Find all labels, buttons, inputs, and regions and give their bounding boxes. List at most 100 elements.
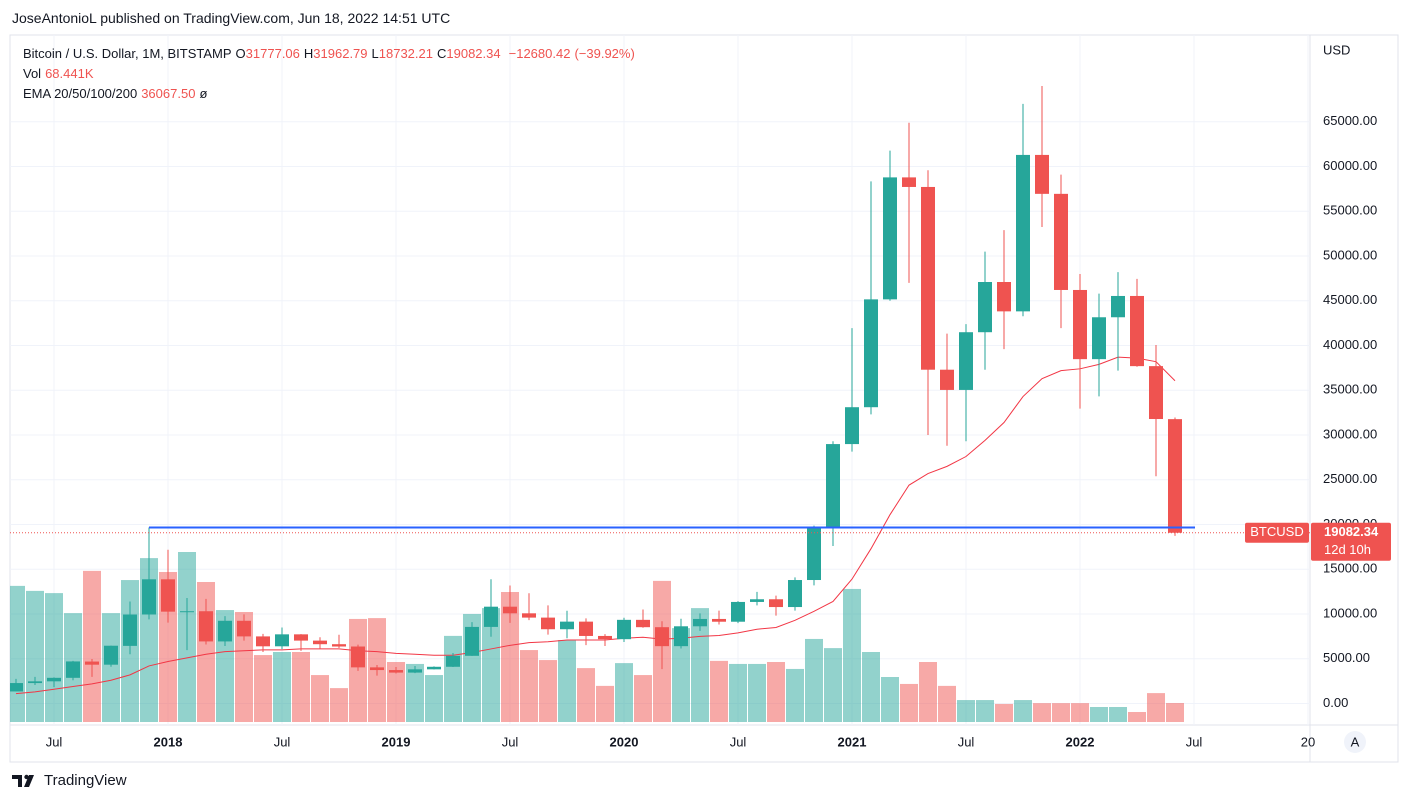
plot-area (10, 35, 1310, 725)
volume-bar (425, 675, 443, 722)
candle-body (807, 527, 821, 581)
volume-bar (311, 675, 329, 722)
candle-body (864, 299, 878, 408)
candle-body (332, 644, 346, 647)
candle-body (85, 661, 99, 665)
candle-body (408, 669, 422, 673)
candle-body (294, 634, 308, 641)
volume-bar (83, 570, 101, 722)
x-tick-label: Jul (1186, 734, 1203, 749)
y-tick-label: 55000.00 (1323, 203, 1377, 218)
candle-body (788, 580, 802, 608)
y-tick-label: 60000.00 (1323, 158, 1377, 173)
candle-body (902, 177, 916, 187)
candle-body (769, 599, 783, 608)
legend: Bitcoin / U.S. Dollar, 1M, BITSTAMP O3177… (23, 44, 639, 104)
publisher-line: JoseAntonioL published on TradingView.co… (12, 10, 451, 26)
symbol: Bitcoin / U.S. Dollar, 1M, BITSTAMP (23, 46, 232, 61)
candle-body (256, 636, 270, 647)
price-tag-countdown: 12d 10h (1324, 542, 1371, 557)
volume-bar (748, 663, 766, 722)
candle-body (731, 601, 745, 622)
candle-body (28, 681, 42, 684)
change: −12680.42 (508, 46, 571, 61)
volume-bar (957, 700, 975, 722)
ohlc-key: O (235, 46, 246, 61)
candle-body (275, 634, 289, 647)
symbol-tag-label: BTCUSD (1250, 524, 1303, 539)
volume-bar (292, 652, 310, 722)
y-tick-label: 50000.00 (1323, 247, 1377, 262)
candle-body (1016, 154, 1030, 312)
ema-line (15, 356, 1176, 695)
price-tag (1311, 522, 1391, 561)
ohlc-value: 31777.06 (245, 46, 300, 61)
ohlc-key: C (437, 46, 447, 61)
ema-extra: ø (199, 86, 208, 101)
price-tag-value: 19082.34 (1324, 524, 1379, 539)
volume-bar (881, 677, 899, 722)
candle-body (142, 579, 156, 615)
ohlc-key: H (303, 46, 314, 61)
candle-body (1168, 419, 1182, 533)
candle-body (389, 670, 403, 673)
chart-frame (9, 34, 1399, 763)
candle-body (1035, 154, 1049, 194)
change-pct: (−39.92%) (574, 46, 635, 61)
volume-bar (102, 613, 120, 722)
volume-bar (938, 685, 956, 722)
ohlc-value: 18732.21 (378, 46, 433, 61)
legend-row: Bitcoin / U.S. Dollar, 1M, BITSTAMP O3177… (23, 44, 639, 64)
volume-bar (786, 668, 804, 722)
candle-body (180, 611, 194, 613)
volume-bar (577, 668, 595, 722)
candle-body (940, 369, 954, 390)
candle-body (370, 667, 384, 671)
volume-bar (900, 683, 918, 722)
candle-body (1130, 295, 1144, 367)
candle-body (959, 332, 973, 390)
candle-body (522, 613, 536, 618)
ohlc: O31777.06 H31962.79 L18732.21 C19082.34 (236, 46, 505, 61)
x-tick-label: Jul (274, 734, 291, 749)
y-tick-label: 30000.00 (1323, 426, 1377, 441)
volume-bar (1033, 703, 1051, 722)
candle-body (1111, 295, 1125, 318)
auto-scale-label[interactable]: A (1351, 734, 1360, 749)
footer: TradingView (12, 772, 127, 789)
y-tick-label: 40000.00 (1323, 337, 1377, 352)
legend-row: Vol 68.441K (23, 64, 639, 84)
candle-body (66, 661, 80, 678)
candle-body (617, 619, 631, 640)
candle-body (465, 626, 479, 656)
auto-scale-button[interactable] (1344, 731, 1366, 753)
candle-body (712, 618, 726, 622)
volume-bar (1109, 707, 1127, 722)
volume-bar (1071, 703, 1089, 722)
ema-name: EMA 20/50/100/200 (23, 86, 138, 101)
x-tick-label: 2018 (154, 734, 183, 749)
candle-body (598, 635, 612, 640)
candle-body (826, 444, 840, 528)
volume-bar (45, 593, 63, 722)
candle-body (47, 677, 61, 682)
y-tick-label: 25000.00 (1323, 471, 1377, 486)
volume-bar (615, 663, 633, 722)
ohlc-key: L (371, 46, 379, 61)
y-tick-label: 5000.00 (1323, 650, 1370, 665)
volume-bar (273, 652, 291, 722)
volume-bar (843, 588, 861, 722)
volume-bar (558, 640, 576, 722)
x-tick-label: Jul (502, 734, 519, 749)
volume-bar (235, 612, 253, 722)
volume-bar (672, 628, 690, 722)
x-tick-label: 20 (1301, 734, 1315, 749)
y-tick-label: 65000.00 (1323, 113, 1377, 128)
symbol-tag (1245, 522, 1309, 543)
volume-bar (862, 652, 880, 722)
candle-body (845, 407, 859, 445)
candle-body (655, 627, 669, 647)
volume-bar (406, 663, 424, 722)
ema-value: 36067.50 (141, 86, 196, 101)
